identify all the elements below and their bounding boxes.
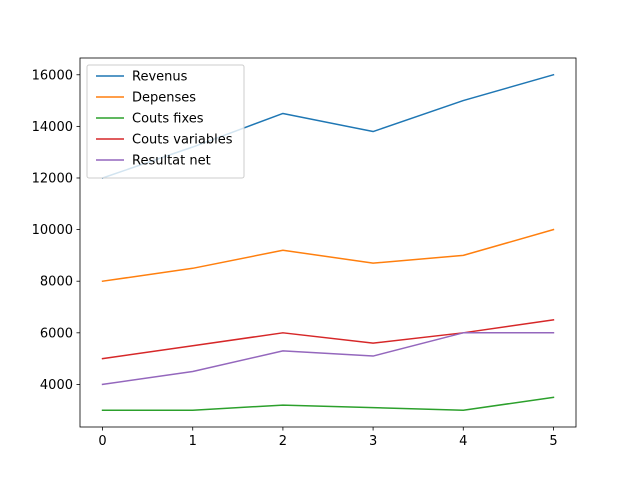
y-tick-label: 6000 xyxy=(40,326,73,341)
axes-layer: 0 1 2 3 4 5 4000 6000 8000 10000 12000 14000 16000 xyxy=(32,57,577,449)
legend-box xyxy=(86,64,245,179)
axes-frame xyxy=(79,57,577,428)
legend-label: Depenses xyxy=(132,91,196,106)
x-tick-label: 0 xyxy=(98,434,106,449)
legend-label: Couts variables xyxy=(132,133,233,148)
y-tick-label: 10000 xyxy=(32,223,73,238)
x-tick-label: 5 xyxy=(549,434,557,449)
x-tick-label: 4 xyxy=(459,434,467,449)
y-tick-label: 12000 xyxy=(32,171,73,186)
y-tick-label: 4000 xyxy=(40,378,73,393)
y-tick-label: 14000 xyxy=(32,120,73,135)
x-tick-label: 3 xyxy=(369,434,377,449)
legend-label: Revenus xyxy=(132,70,188,85)
legend: Revenus Depenses Couts fixes Couts variable… xyxy=(86,64,245,179)
x-tick-label: 1 xyxy=(189,434,197,449)
y-tick-label: 16000 xyxy=(32,68,73,83)
y-tick-label: 8000 xyxy=(40,275,73,290)
series-line-couts-variables xyxy=(101,319,555,360)
legend-label: Resultat net xyxy=(132,154,211,169)
x-tick-label: 2 xyxy=(279,434,287,449)
series-line-depenses xyxy=(101,228,555,283)
series-line-resultat-net xyxy=(101,332,555,386)
legend-label: Couts fixes xyxy=(132,112,204,127)
series-line-couts-fixes xyxy=(101,396,555,411)
